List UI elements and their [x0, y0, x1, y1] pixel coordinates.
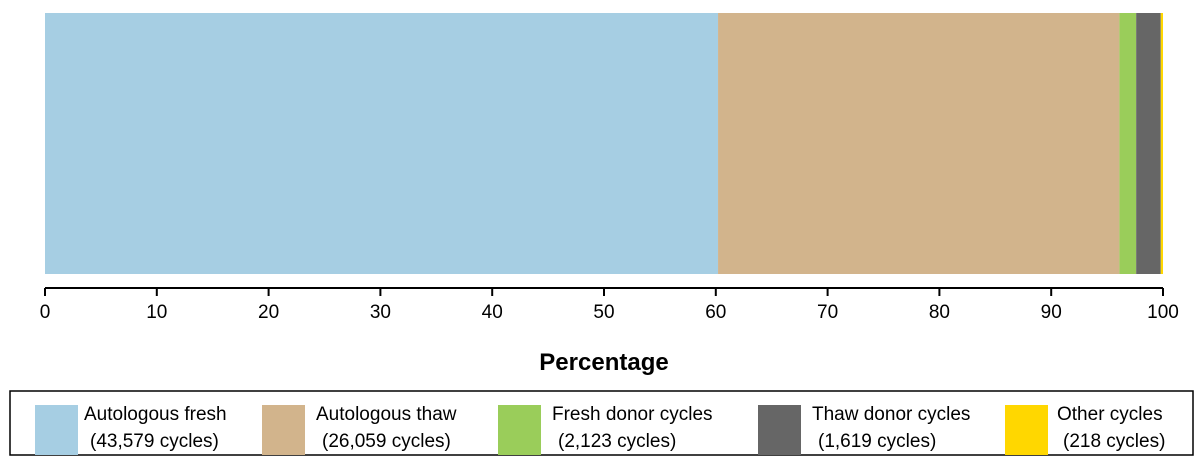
bar-segment [1160, 13, 1163, 274]
bar-segment [45, 13, 719, 274]
x-tick-label: 0 [40, 302, 51, 323]
legend-swatch [262, 405, 305, 455]
legend-box [9, 390, 1194, 456]
legend-label: Thaw donor cycles [812, 404, 970, 425]
legend-swatch [498, 405, 541, 455]
bar-segment [718, 13, 1120, 274]
x-tick-label: 70 [817, 302, 838, 323]
legend-label: Autologous fresh [84, 404, 227, 425]
legend-swatch [35, 405, 78, 455]
legend-sublabel: (218 cycles) [1063, 431, 1165, 452]
x-tick-label: 90 [1041, 302, 1062, 323]
x-tick-label: 30 [370, 302, 391, 323]
x-tick-label: 40 [482, 302, 503, 323]
x-tick-label: 20 [258, 302, 279, 323]
legend-sublabel: (26,059 cycles) [322, 431, 451, 452]
x-tick-label: 80 [929, 302, 950, 323]
x-tick-label: 100 [1147, 302, 1179, 323]
x-tick-label: 50 [593, 302, 614, 323]
x-tick-label: 60 [705, 302, 726, 323]
bar-segment [1119, 13, 1137, 274]
legend-label: Fresh donor cycles [552, 404, 713, 425]
legend-sublabel: (43,579 cycles) [90, 431, 219, 452]
legend-swatch [758, 405, 801, 455]
x-axis-title: Percentage [539, 349, 668, 376]
bar-segment [1136, 13, 1161, 274]
legend-sublabel: (1,619 cycles) [818, 431, 936, 452]
legend-swatch [1005, 405, 1048, 455]
x-tick-label: 10 [146, 302, 167, 323]
legend-sublabel: (2,123 cycles) [558, 431, 676, 452]
legend-label: Other cycles [1057, 404, 1163, 425]
legend-label: Autologous thaw [316, 404, 457, 425]
